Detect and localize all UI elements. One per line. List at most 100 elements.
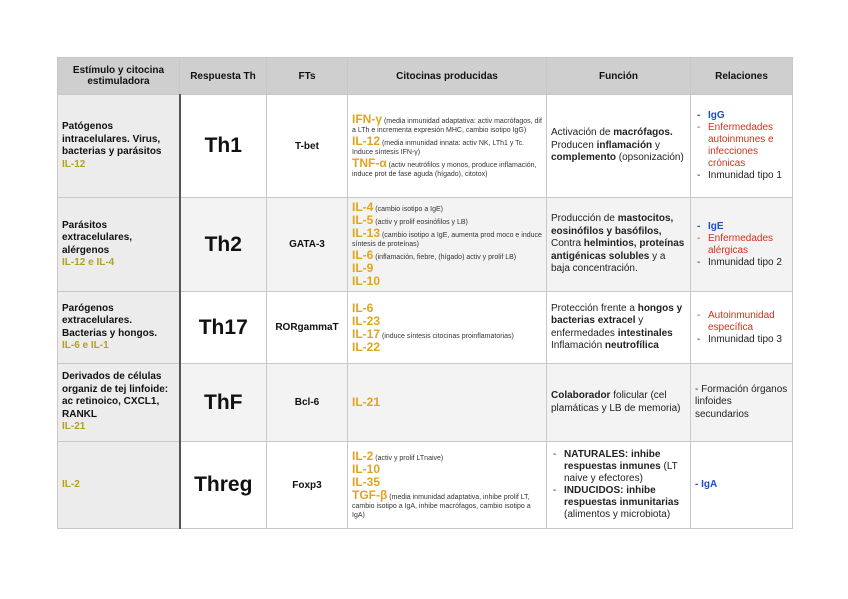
cytokine-name: IL-21 bbox=[352, 395, 381, 409]
cytokine-item: IL-10 bbox=[352, 275, 542, 288]
stimulus-cytokine: IL-12 bbox=[62, 158, 86, 170]
stimulus-cytokine: IL-6 e IL-1 bbox=[62, 340, 109, 351]
stimulus-cell: Parógenos extracelulares. Bacterias y ho… bbox=[57, 291, 181, 364]
cytokine-item: IL-21 bbox=[352, 396, 542, 409]
header-cell: Estímulo y citocina estimuladora bbox=[57, 57, 180, 95]
function-cell: Activación de macrófagos. Producen infla… bbox=[546, 94, 691, 198]
relation-item: Inmunidad tipo 3 bbox=[695, 334, 788, 346]
stimulus-cell: Patógenos intracelulares. Virus, bacteri… bbox=[57, 94, 181, 198]
cytokine-name: TNF-α bbox=[352, 156, 387, 170]
relations-cell: IgEEnfermedades alérgicasInmunidad tipo … bbox=[690, 197, 793, 292]
table-row: Parásitos extracelulares, alérgenos IL-12… bbox=[57, 197, 793, 292]
cytokines-cell: IL-6 IL-23 IL-17 (induce síntesis citocina… bbox=[347, 291, 547, 364]
transcription-factor: Foxp3 bbox=[266, 441, 348, 529]
cytokine-name: IFN-γ bbox=[352, 112, 382, 126]
cytokines-cell: IL-2 (activ y prolif LTnaive) IL-10 IL-35 T… bbox=[347, 441, 547, 529]
cytokine-item: TNF-α (activ neutrófilos y monos, produc… bbox=[352, 157, 542, 179]
cytokine-note: (cambio isotipo a IgE) bbox=[375, 206, 443, 213]
function-item: NATURALES: inhibe respuestas inmunes (LT… bbox=[551, 449, 686, 485]
function-cell: Producción de mastocitos, eosinófilos y … bbox=[546, 197, 691, 292]
th-response-table: Estímulo y citocina estimuladora Respues… bbox=[57, 57, 793, 529]
stimulus-text: Parásitos extracelulares, alérgenos bbox=[62, 219, 133, 256]
transcription-factor: T-bet bbox=[266, 94, 348, 198]
cytokine-item: IL-6 (inflamación, fiebre, (hígado) acti… bbox=[352, 249, 542, 262]
cytokine-item: IL-4 (cambio isotipo a IgE) bbox=[352, 201, 542, 214]
cytokine-item: IL-2 (activ y prolif LTnaive) bbox=[352, 450, 542, 463]
function-cell: Protección frente a hongos y bacterias e… bbox=[546, 291, 691, 364]
header-cell: Función bbox=[546, 57, 691, 95]
relation-item: Inmunidad tipo 2 bbox=[695, 257, 788, 269]
function-text: Producción de mastocitos, eosinófilos y … bbox=[551, 213, 685, 275]
cytokine-item: IL-10 bbox=[352, 463, 542, 476]
cytokine-name: IL-5 bbox=[352, 213, 374, 227]
function-text: Protección frente a hongos y bacterias e… bbox=[551, 302, 683, 352]
cytokines-cell: IL-4 (cambio isotipo a IgE) IL-5 (activ y… bbox=[347, 197, 547, 292]
relations-cell: IgGEnfermedades autoinmunes e infeccione… bbox=[690, 94, 793, 198]
cytokine-note: (activ y prolif LTnaive) bbox=[375, 455, 444, 462]
transcription-factor: GATA-3 bbox=[266, 197, 348, 292]
table-row: Patógenos intracelulares. Virus, bacteri… bbox=[57, 94, 793, 198]
relations-cell: - Formación órganos linfoides secundario… bbox=[690, 363, 793, 442]
stimulus-cytokine: IL-2 bbox=[62, 478, 80, 490]
th-response: Th17 bbox=[179, 291, 267, 364]
cytokine-note: (media inmunidad adaptativa, inhibe prol… bbox=[352, 494, 531, 519]
header-cell: Relaciones bbox=[690, 57, 793, 95]
stimulus-text: Derivados de células organiz de tej linf… bbox=[62, 371, 169, 420]
cytokine-name: IL-17 bbox=[352, 326, 381, 341]
transcription-factor: RORgammaT bbox=[266, 291, 348, 364]
function-item: INDUCIDOS: inhibe respuestas inmunitaria… bbox=[551, 485, 686, 521]
relation-item: Enfermedades autoinmunes e infecciones c… bbox=[695, 122, 788, 170]
relations-cell: Autoinmunidad específicaInmunidad tipo 3 bbox=[690, 291, 793, 364]
stimulus-cytokine: IL-12 e IL-4 bbox=[62, 257, 115, 268]
cytokine-note: (media inmunidad innata: activ NK, LTh1 … bbox=[352, 140, 525, 156]
stimulus-cytokine: IL-21 bbox=[62, 421, 86, 433]
th-response: ThF bbox=[179, 363, 267, 442]
table-row: IL-2 Threg Foxp3 IL-2 (activ y prolif LTnai… bbox=[57, 441, 793, 529]
transcription-factor: Bcl-6 bbox=[266, 363, 348, 442]
relations-text: - Formación órganos linfoides secundario… bbox=[695, 383, 788, 420]
cytokine-name: TGF-β bbox=[352, 488, 388, 502]
stimulus-text: Parógenos extracelulares. Bacterias y ho… bbox=[62, 302, 158, 339]
header-cell: Respuesta Th bbox=[179, 57, 267, 95]
table-row: Derivados de células organiz de tej linf… bbox=[57, 363, 793, 442]
cytokine-item: IL-22 bbox=[352, 340, 542, 354]
cytokine-note: (induce síntesis citocinas proinflamator… bbox=[381, 332, 514, 340]
cytokines-cell: IFN-γ (media inmunidad adaptativa: activ… bbox=[347, 94, 547, 198]
cytokine-note: (cambio isotipo a IgE, aumenta prod moco… bbox=[352, 232, 542, 248]
relation-item: Inmunidad tipo 1 bbox=[695, 170, 788, 182]
th-response: Th2 bbox=[179, 197, 267, 292]
function-list: NATURALES: inhibe respuestas inmunes (LT… bbox=[551, 449, 686, 521]
relation-item: Autoinmunidad específica bbox=[695, 310, 788, 334]
cytokine-item: IL-17 (induce síntesis citocinas proinfl… bbox=[352, 326, 542, 341]
cytokine-name: IL-23 bbox=[352, 313, 381, 328]
cytokine-item: IL-35 bbox=[352, 476, 542, 489]
relations-list: IgGEnfermedades autoinmunes e infeccione… bbox=[695, 110, 788, 182]
cytokine-note: (media inmunidad adaptativa: activ macró… bbox=[352, 118, 542, 134]
cytokines-cell: IL-21 bbox=[347, 363, 547, 442]
cytokine-item: IL-13 (cambio isotipo a IgE, aumenta pro… bbox=[352, 227, 542, 249]
cytokine-item: IL-9 bbox=[352, 262, 542, 275]
header-row: Estímulo y citocina estimuladora Respues… bbox=[57, 57, 793, 95]
cytokine-item: IL-5 (activ y prolif eosinófilos y LB) bbox=[352, 214, 542, 227]
cytokine-note: (activ neutrófilos y monos, produce infl… bbox=[352, 162, 537, 178]
cytokine-name: IL-13 bbox=[352, 226, 381, 240]
relation-item: IgG bbox=[695, 110, 788, 122]
cytokine-name: IL-35 bbox=[352, 475, 381, 489]
relation-item: Enfermedades alérgicas bbox=[695, 233, 788, 257]
cytokine-name: IL-10 bbox=[352, 274, 381, 288]
stimulus-cell: Parásitos extracelulares, alérgenos IL-12… bbox=[57, 197, 181, 292]
cytokine-item: TGF-β (media inmunidad adaptativa, inhib… bbox=[352, 489, 542, 520]
cytokine-note: (activ y prolif eosinófilos y LB) bbox=[375, 219, 468, 226]
cytokine-name: IL-4 bbox=[352, 200, 374, 214]
cytokine-name: IL-6 bbox=[352, 248, 374, 262]
cytokine-name: IL-2 bbox=[352, 449, 374, 463]
stimulus-cell: Derivados de células organiz de tej linf… bbox=[57, 363, 181, 442]
cytokine-name: IL-10 bbox=[352, 462, 381, 476]
relation-item: IgE bbox=[695, 221, 788, 233]
cytokine-item: IL-23 bbox=[352, 313, 542, 328]
relations-list: IgEEnfermedades alérgicasInmunidad tipo … bbox=[695, 221, 788, 269]
cytokine-name: IL-12 bbox=[352, 134, 381, 148]
header-cell: FTs bbox=[266, 57, 348, 95]
cytokine-item: IL-12 (media inmunidad innata: activ NK,… bbox=[352, 135, 542, 157]
function-text: Activación de macrófagos. Producen infla… bbox=[551, 127, 684, 164]
